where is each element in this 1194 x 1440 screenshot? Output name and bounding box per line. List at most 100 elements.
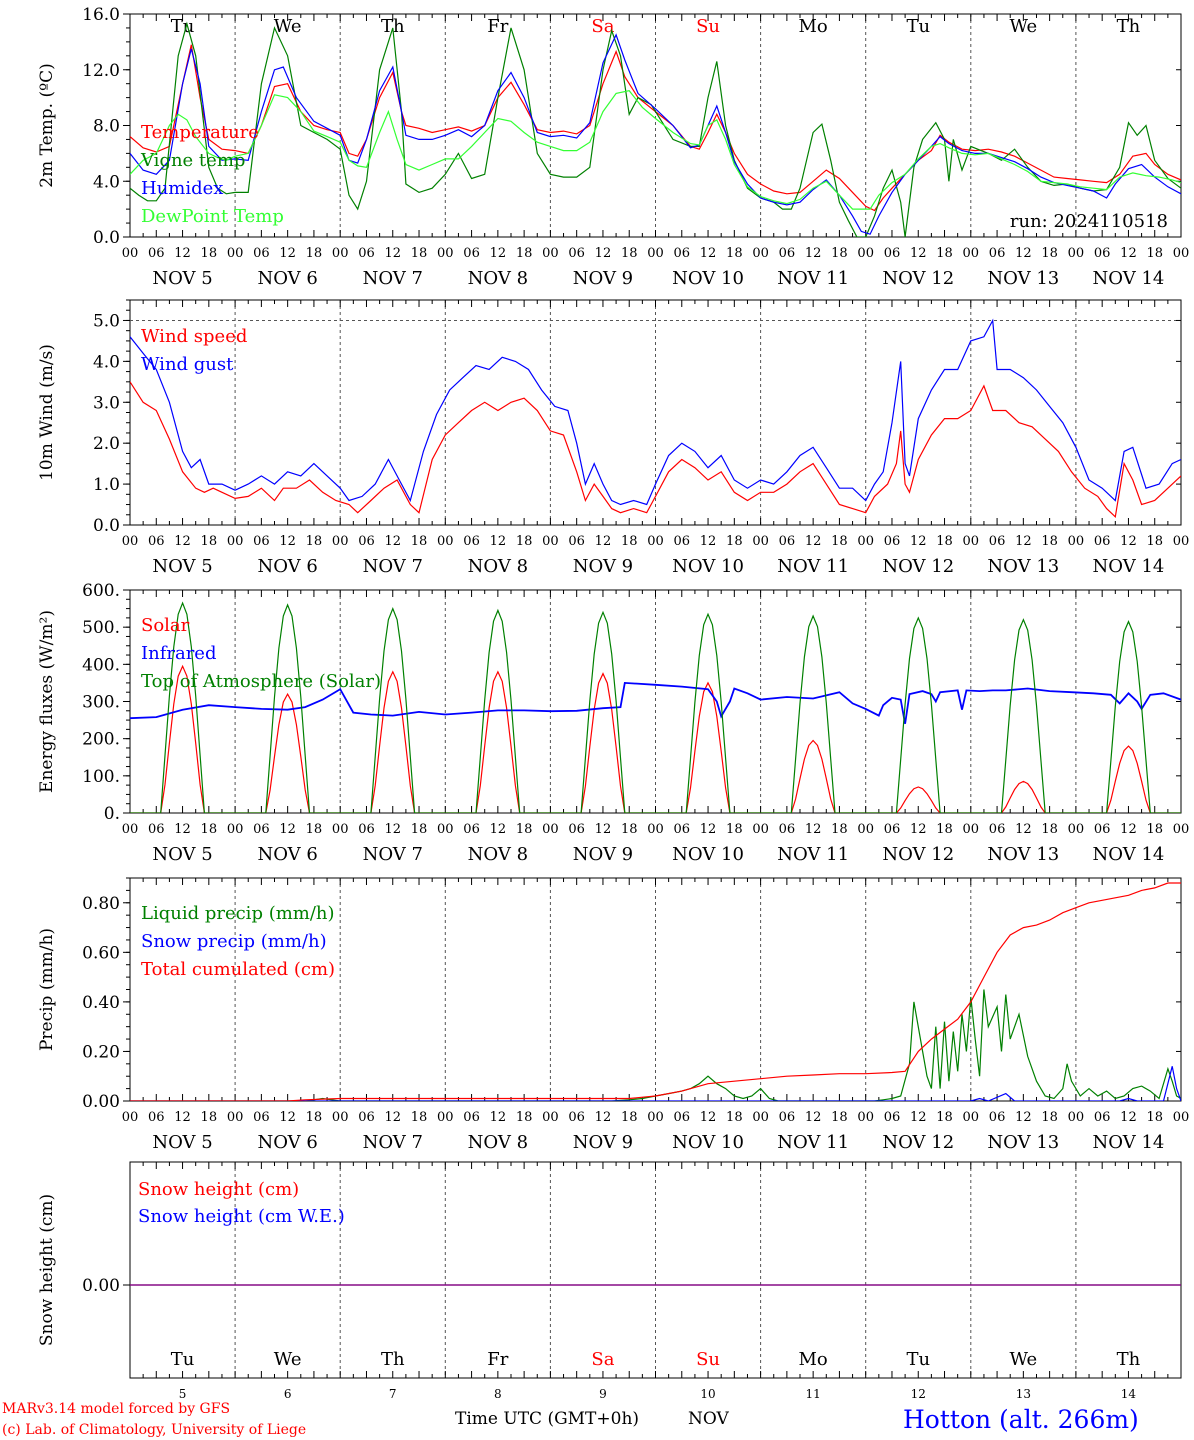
date-label: NOV 11 [777,268,849,289]
hour-label: 06 [779,534,796,549]
hour-label: 06 [1094,1110,1111,1125]
hour-label: 06 [568,246,585,261]
hour-label: 06 [253,822,270,837]
hour-label: 00 [647,534,664,549]
y-tick-label: 600. [82,581,120,601]
hour-label: 12 [805,534,822,549]
date-label: NOV 9 [573,556,633,577]
day-number: 7 [389,1387,397,1401]
weekday-label: We [1010,1349,1038,1370]
date-label: NOV 12 [882,844,954,865]
hour-label: 18 [411,1110,428,1125]
y-tick-label: 0.60 [82,943,120,963]
hour-label: 00 [122,534,139,549]
hour-label: 18 [306,246,323,261]
hour-label: 00 [752,822,769,837]
y-tick-label: 1.0 [93,475,120,495]
hour-label: 00 [647,822,664,837]
hour-label: 12 [700,822,717,837]
hour-label: 12 [805,246,822,261]
hour-label: 12 [1015,822,1032,837]
weekday-label: Fr [487,16,508,37]
hour-label: 18 [306,534,323,549]
hour-label: 12 [805,1110,822,1125]
weekday-label: Mo [799,16,828,37]
date-label: NOV 5 [152,268,212,289]
hour-label: 00 [542,246,559,261]
hour-label: 18 [1146,534,1163,549]
hour-label: 00 [857,534,874,549]
hour-label: 18 [831,822,848,837]
hour-label: 12 [700,534,717,549]
hour-label: 18 [726,534,743,549]
legend-entry: Vigne temp [140,150,245,171]
hour-label: 12 [174,534,191,549]
hour-label: 18 [831,246,848,261]
hour-label: 18 [621,534,638,549]
hour-label: 12 [805,822,822,837]
y-tick-label: 12.0 [82,61,120,81]
hour-label: 18 [411,822,428,837]
hour-label: 18 [936,1110,953,1125]
hour-label: 00 [122,1110,139,1125]
date-label: NOV 14 [1093,1132,1165,1153]
legend-entry: Wind speed [141,326,247,347]
y-tick-label: 2.0 [93,434,120,454]
date-label: NOV 10 [672,556,744,577]
hour-label: 12 [279,822,296,837]
weekday-label: Tu [171,1349,195,1370]
hour-label: 12 [384,822,401,837]
legend-entry: Infrared [141,643,216,664]
hour-label: 00 [227,822,244,837]
hour-label: 18 [201,1110,218,1125]
hour-label: 12 [700,246,717,261]
hour-label: 12 [1015,534,1032,549]
hour-label: 00 [332,246,349,261]
hour-label: 00 [122,822,139,837]
hour-label: 12 [910,822,927,837]
date-label: NOV 6 [257,268,317,289]
hour-label: 06 [463,534,480,549]
y-tick-label: 3.0 [93,393,120,413]
hour-label: 06 [674,1110,691,1125]
model-credit: MARv3.14 model forced by GFS [2,1401,230,1417]
hour-label: 00 [1173,822,1190,837]
hour-label: 00 [542,534,559,549]
hour-label: 06 [884,822,901,837]
hour-label: 12 [1015,246,1032,261]
weekday-label: Su [696,1349,720,1370]
hour-label: 06 [463,1110,480,1125]
hour-label: 06 [884,534,901,549]
weekday-label: Th [1117,1349,1141,1370]
hour-label: 06 [463,822,480,837]
hour-label: 06 [1094,246,1111,261]
hour-label: 00 [332,1110,349,1125]
hour-label: 18 [936,534,953,549]
legend-entry: Wind gust [141,354,234,375]
hour-label: 18 [1041,822,1058,837]
hour-label: 18 [831,1110,848,1125]
date-label: NOV 13 [987,556,1059,577]
hour-label: 00 [1068,246,1085,261]
hour-label: 06 [989,246,1006,261]
panel-precip: 0.00 0.20 0.40 0.60 0.80 Precip (mm/h) 00 06 12 1… [37,877,1189,1153]
y-tick-label: 0.80 [82,894,120,914]
series-line-top-of-atmosphere-solar- [130,601,1181,813]
date-label: NOV 11 [777,1132,849,1153]
hour-label: 12 [279,534,296,549]
hour-label: 12 [1015,1110,1032,1125]
y-tick-label: 8.0 [93,117,120,137]
hour-label: 18 [306,822,323,837]
plot-frame [129,589,1182,814]
hour-label: 18 [621,1110,638,1125]
hour-label: 00 [1173,246,1190,261]
hour-label: 12 [490,534,507,549]
weekday-label: We [274,16,302,37]
date-label: NOV 9 [573,1132,633,1153]
y-tick-label: 400. [82,655,120,675]
y-tick-label: 0.40 [82,993,120,1013]
x-axis-month: NOV [688,1409,730,1429]
date-label: NOV 12 [882,268,954,289]
date-label: NOV 7 [363,1132,423,1153]
